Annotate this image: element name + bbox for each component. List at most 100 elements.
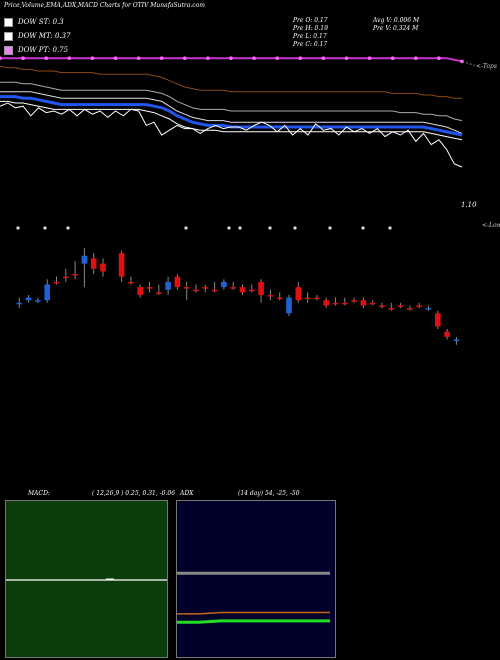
candle: [453, 336, 460, 345]
candle: [425, 305, 432, 311]
candle: [118, 250, 125, 282]
low-marker: [16, 226, 20, 230]
dow-pt-swatch: [4, 45, 13, 55]
pt-marker: [90, 56, 95, 60]
pt-marker: [67, 56, 72, 60]
legend-dow-st: DOW ST: 0.3: [4, 16, 64, 28]
candle: [332, 297, 339, 306]
legend-dow-mt: DOW MT: 0.37: [4, 30, 71, 42]
low-marker: [238, 226, 242, 230]
dow-st-swatch: [4, 17, 13, 27]
stat-pre-volume: Pre V: 0.324 M: [373, 25, 419, 32]
pt-marker: [437, 56, 441, 60]
dow-pt-label: DOW PT: 0.75: [18, 45, 69, 54]
pt-marker: [275, 56, 280, 60]
macd-panel: [5, 500, 168, 658]
candle: [435, 310, 441, 330]
candle: [286, 295, 292, 316]
macd-plot: [6, 578, 167, 581]
series-gray2: [0, 91, 463, 134]
candle: [304, 292, 311, 303]
pt-marker: [159, 56, 164, 60]
candle: [137, 284, 143, 298]
pt-marker: [136, 56, 141, 60]
pt-marker: [321, 56, 326, 60]
tops-label: <-Tops: [476, 63, 497, 70]
candle: [323, 297, 329, 309]
adx-series-di: [177, 619, 330, 624]
pt-marker: [113, 56, 118, 60]
candle: [369, 300, 376, 306]
pt-marker: [206, 56, 210, 60]
candle: [25, 295, 32, 303]
low-marker: [43, 226, 47, 230]
candle: [276, 292, 283, 301]
price-ema-chart: [0, 56, 476, 168]
candle: [360, 297, 367, 309]
candle: [342, 297, 348, 306]
candle: [165, 276, 171, 295]
candle: [35, 297, 41, 303]
candle: [100, 258, 106, 277]
dow-st-label: DOW ST: 0.3: [18, 17, 64, 26]
candle: [81, 247, 88, 288]
candle: [63, 268, 69, 282]
candle-chart: [16, 247, 460, 345]
lows-markers: [16, 226, 392, 230]
candle: [444, 329, 450, 340]
low-marker: [293, 226, 297, 230]
low-marker: [184, 226, 188, 230]
candle: [239, 284, 246, 295]
candle: [44, 279, 50, 303]
candle: [211, 281, 218, 293]
pt-marker: [0, 56, 2, 60]
candle: [174, 274, 181, 290]
candle: [397, 302, 404, 309]
candle: [416, 302, 422, 309]
pt-marker: [344, 56, 349, 60]
price-level-label: 1.10: [461, 201, 477, 209]
pt-marker: [390, 56, 395, 60]
adx-panel: [176, 500, 336, 658]
pt-marker: [183, 56, 187, 60]
pt-marker: [414, 56, 418, 60]
candle: [314, 295, 320, 301]
low-marker: [66, 226, 70, 230]
series-gray1: [0, 81, 463, 122]
candle: [183, 281, 190, 301]
macd-title: MACD:: [28, 490, 50, 497]
low-marker: [268, 226, 272, 230]
candle: [258, 279, 264, 303]
low-marker: [388, 226, 392, 230]
candle: [249, 284, 255, 293]
candle: [379, 302, 385, 309]
candle: [90, 253, 97, 275]
stat-pre-close: Pre C: 0.17: [293, 41, 328, 48]
series-blue-ema: [0, 95, 463, 137]
series-gray3: [0, 100, 463, 141]
macd-params: ( 12,26,9 ) 0.25, 0.31, -0.06: [92, 490, 176, 497]
candle: [295, 281, 302, 303]
candle: [221, 279, 227, 290]
adx-params: (14 day) 54, -25, -50: [238, 490, 300, 497]
low-marker: [227, 226, 231, 230]
stat-pre-high: Pre H: 0.19: [293, 25, 328, 32]
candle: [193, 284, 199, 293]
pt-marker: [298, 56, 303, 60]
candle: [230, 281, 236, 290]
candle: [16, 297, 23, 309]
adx-title: ADX: [180, 490, 194, 497]
adx-series-di: [177, 611, 330, 615]
pt-marker: [44, 56, 48, 60]
series-price: [0, 102, 463, 168]
candle: [72, 260, 78, 280]
candle: [156, 284, 162, 295]
candle: [128, 276, 134, 285]
pt-marker: [367, 56, 372, 60]
candle: [267, 289, 274, 301]
candle: [146, 281, 153, 293]
pt-marker: [460, 59, 464, 64]
candle: [351, 297, 357, 303]
chart-title: Price,Volume,EMA,ADX,MACD Charts for OTI…: [4, 2, 205, 9]
pt-marker: [229, 56, 233, 60]
